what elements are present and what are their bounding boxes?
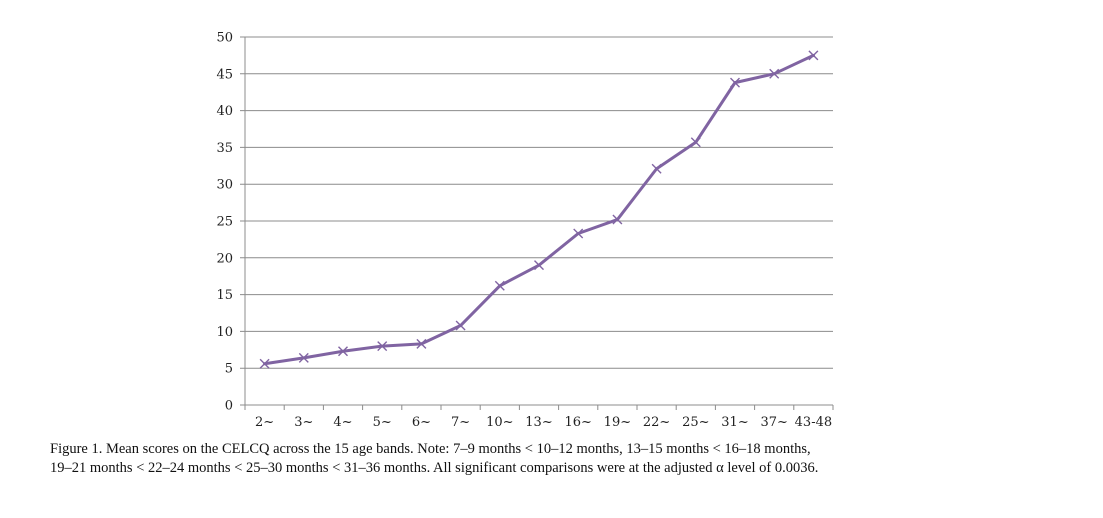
x-tick-label: 7~ (451, 415, 470, 430)
caption-line-1: Figure 1. Mean scores on the CELCQ acros… (50, 441, 811, 457)
x-tick-label: 31~ (721, 415, 748, 430)
x-tick-label: 25~ (682, 415, 709, 430)
x-tick-labels: 2~ 3~ 4~ 5~ 6~ 7~ 10~ 13~ 16~ 19~ 22~ 25~ 31~ 37~ 43-4… (255, 415, 832, 430)
x-tick-label: 2~ (255, 415, 274, 430)
y-tick-label: 35 (216, 141, 233, 156)
x-tick-label: 19~ (604, 415, 631, 430)
y-tick-label: 20 (216, 251, 233, 266)
x-tick-label: 16~ (564, 415, 591, 430)
y-tick-label: 0 (225, 399, 233, 414)
caption-line-2: 19–21 months < 22–24 months < 25–30 mont… (50, 460, 819, 476)
data-point-marker (573, 228, 584, 239)
data-point-marker (612, 214, 623, 225)
data-point-marker (377, 341, 388, 352)
x-tick-label: 3~ (294, 415, 313, 430)
gridlines (240, 36, 833, 406)
series-layer (259, 50, 819, 369)
x-tick-label: 6~ (412, 415, 431, 430)
data-point-marker (494, 280, 505, 291)
data-point-marker (298, 352, 309, 363)
x-tick-label: 5~ (373, 415, 392, 430)
y-tick-label: 50 (216, 31, 233, 46)
line-chart: 0 5 10 15 20 25 30 35 40 45 50 2~ 3~ 4~ 5~ 6~ 7~ 10~ 13~ 1… (216, 31, 834, 430)
y-tick-label: 10 (216, 325, 233, 340)
data-point-marker (730, 77, 740, 88)
x-tick-label: 37~ (760, 415, 787, 430)
data-point-marker (338, 346, 348, 357)
data-point-marker (416, 338, 427, 349)
figure-caption: Figure 1. Mean scores on the CELCQ acros… (50, 440, 1090, 478)
y-tick-label: 40 (216, 104, 233, 119)
y-tick-label: 45 (216, 67, 233, 82)
x-tick-label: 43-48 (795, 415, 832, 430)
x-tick-label: 22~ (643, 415, 670, 430)
data-point-marker (534, 260, 544, 271)
series-line (263, 53, 815, 366)
x-tick-label: 13~ (525, 415, 552, 430)
data-point-marker (808, 50, 819, 61)
data-point-marker (690, 137, 701, 148)
y-tick-label: 30 (216, 178, 233, 193)
y-tick-label: 5 (225, 362, 233, 377)
y-tick-label: 15 (216, 288, 233, 303)
x-tick-label: 10~ (486, 415, 513, 430)
axes (244, 37, 834, 410)
data-point-marker (769, 68, 780, 79)
data-point-marker (455, 320, 466, 331)
data-point-marker (651, 163, 662, 174)
y-tick-label: 25 (216, 215, 233, 230)
data-point-marker (259, 358, 270, 369)
x-tick-label: 4~ (333, 415, 352, 430)
y-tick-labels: 0 5 10 15 20 25 30 35 40 45 50 (216, 31, 233, 414)
